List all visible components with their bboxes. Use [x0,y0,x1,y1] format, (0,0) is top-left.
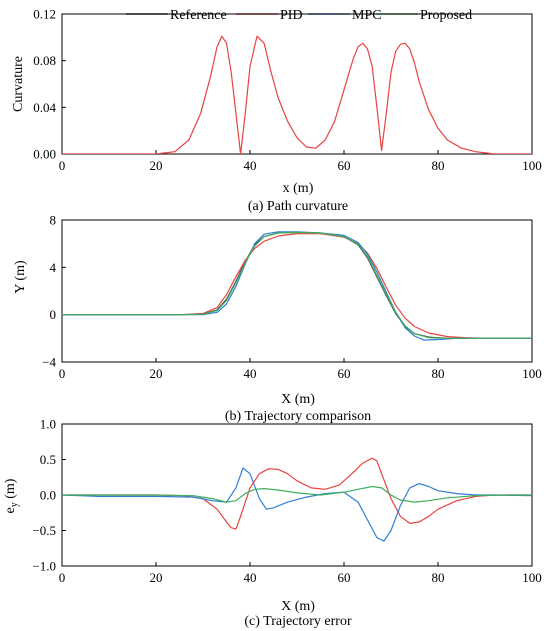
y-tick-label: 0.0 [40,488,56,503]
series-pid-line [62,457,532,530]
series-proposed-line [62,485,532,503]
panel-b-caption: (b) Trajectory comparison [225,409,371,424]
y-tick-label: 0.5 [40,452,56,467]
panel-a-xlabel: x (m) [283,181,314,196]
panel-c-xlabel: X (m) [281,599,315,614]
x-tick-label: 60 [338,366,351,381]
trajectory-panel: Y (m) X (m) (b) Trajectory comparison 0 2… [13,213,542,425]
x-tick-label: 60 [338,158,351,173]
y-tick-label: 0.12 [33,7,56,22]
x-tick-label: 80 [432,158,445,173]
series-pid-line [62,233,532,339]
x-tick-label: 20 [150,366,163,381]
legend: Reference PID MPC Proposed [126,8,472,23]
legend-label-proposed: Proposed [420,8,472,23]
x-tick-label: 60 [338,570,351,585]
y-tick-label: −0.5 [32,523,56,538]
legend-label-reference: Reference [170,8,227,23]
y-tick-label: 4 [50,260,57,275]
y-tick-label: −4 [42,355,56,370]
series-reference-line [62,231,532,339]
panel-a-frame [61,13,533,155]
y-tick-label: 0 [50,307,57,322]
x-tick-label: 80 [432,570,445,585]
x-tick-label: 0 [59,366,66,381]
y-tick-label: 1.0 [40,417,56,432]
panel-b-ylabel: Y (m) [13,260,28,294]
error-panel: ey (m) X (m) (c) Trajectory error 0 20 40 6… [3,417,542,630]
series-pid-line [62,35,532,154]
panel-a-ylabel: Curvature [11,56,26,112]
x-tick-label: 80 [432,366,445,381]
curvature-panel: Curvature x (m) (a) Path curvature 0 20 40… [11,7,542,215]
x-tick-label: 0 [59,570,66,585]
legend-label-mpc: MPC [352,8,382,23]
x-tick-label: 0 [59,158,66,173]
x-tick-label: 100 [522,570,542,585]
x-tick-label: 20 [150,158,163,173]
series-mpc-line [62,467,532,542]
panel-a-caption: (a) Path curvature [248,199,348,214]
x-tick-label: 40 [244,570,257,585]
legend-label-pid: PID [280,8,303,23]
y-tick-label: 0.08 [33,53,56,68]
panel-c-caption: (c) Trajectory error [244,614,352,629]
series-proposed-line [62,231,532,339]
x-tick-label: 100 [522,366,542,381]
series-mpc-line [62,231,532,341]
x-tick-label: 40 [244,158,257,173]
y-tick-label: 0.00 [33,147,56,162]
y-tick-label: 0.04 [33,100,56,115]
panel-c-ylabel: ey (m) [3,478,20,513]
y-tick-label: 8 [50,213,57,228]
x-tick-label: 100 [522,158,542,173]
panel-b-xlabel: X (m) [281,392,315,407]
x-tick-label: 40 [244,366,257,381]
panel-b-frame [61,219,533,363]
x-tick-label: 20 [150,570,163,585]
y-tick-label: −1.0 [32,559,56,574]
